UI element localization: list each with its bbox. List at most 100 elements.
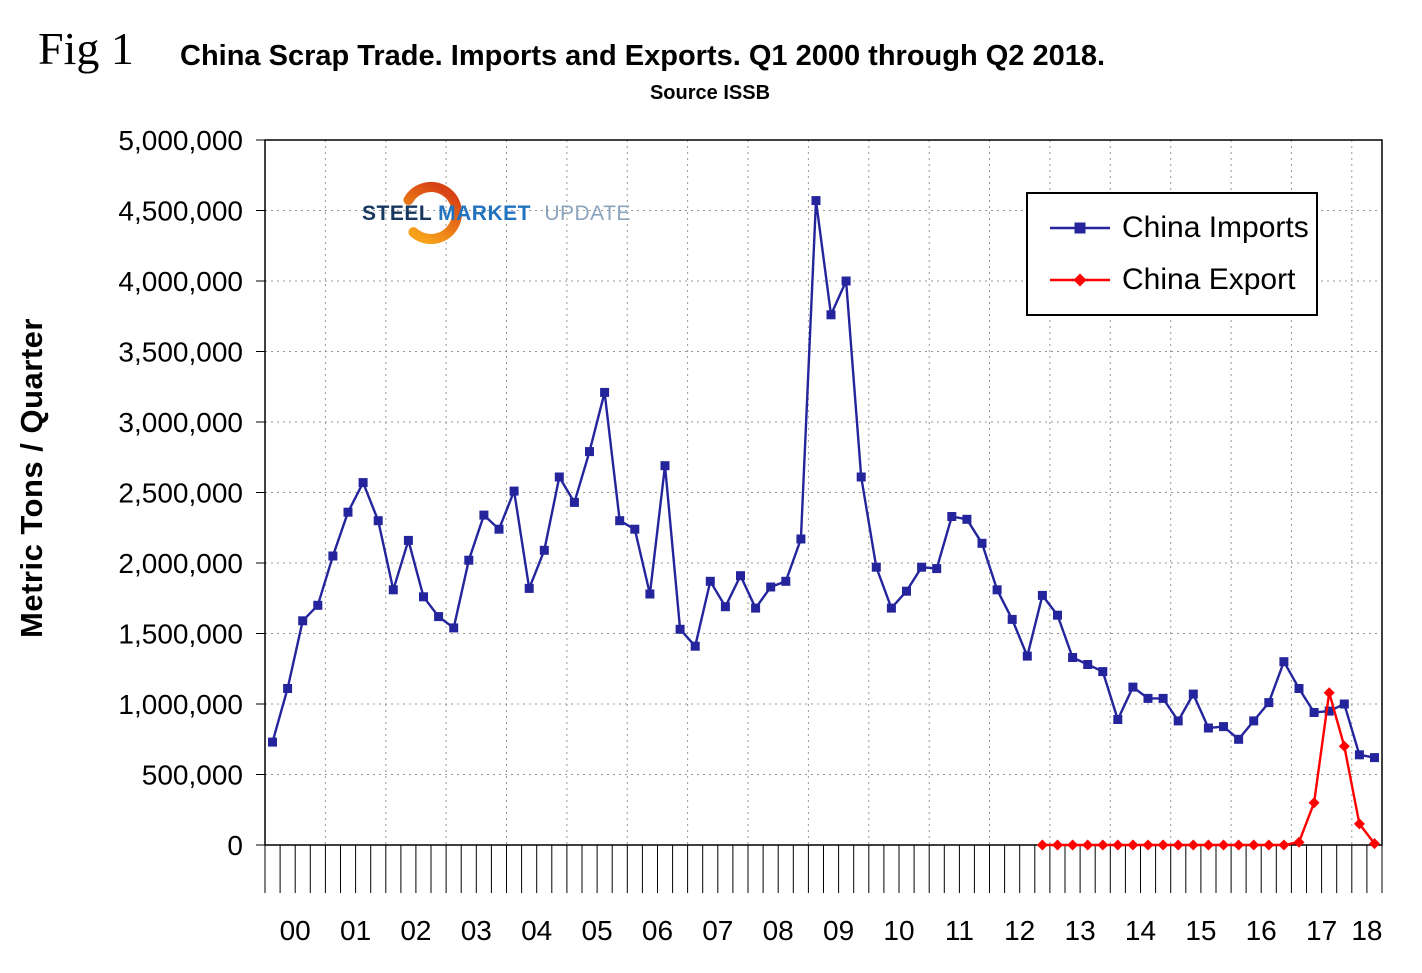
- china-export-point: [1323, 687, 1335, 699]
- legend-label-china-imports: China Imports: [1122, 211, 1309, 245]
- x-year-label: 11: [945, 915, 974, 946]
- x-year-label: 12: [1004, 915, 1035, 946]
- figure-number: Fig 1: [38, 23, 134, 74]
- china-imports-point: [720, 602, 730, 612]
- china-imports-point: [1007, 614, 1017, 624]
- y-tick-label: 1,500,000: [118, 619, 243, 650]
- china-export-point: [1338, 740, 1350, 752]
- china-export-point: [1142, 839, 1154, 851]
- china-imports-point: [434, 612, 444, 622]
- china-imports-point: [539, 545, 549, 555]
- y-tick-label: 1,000,000: [118, 689, 243, 720]
- x-year-label: 09: [823, 915, 854, 946]
- y-tick-label: 500,000: [142, 760, 243, 791]
- china-export-point: [1172, 839, 1184, 851]
- y-tick-label: 0: [227, 830, 243, 861]
- china-imports-point: [826, 310, 836, 320]
- china-imports-point: [494, 524, 504, 534]
- china-export-point: [1293, 836, 1305, 848]
- y-tick-label: 4,000,000: [118, 266, 243, 297]
- china-export-legend-marker-icon: [1050, 273, 1110, 287]
- china-imports-point: [1339, 699, 1349, 709]
- china-imports-point: [675, 624, 685, 634]
- china-imports-point: [509, 486, 519, 496]
- china-imports-point: [283, 684, 293, 693]
- china-imports-point: [856, 472, 866, 482]
- china-imports-point: [1309, 708, 1319, 717]
- china-export-point: [1278, 839, 1290, 851]
- china-imports-point: [1053, 610, 1062, 620]
- plot-border: [264, 139, 1383, 846]
- x-year-label: 10: [883, 915, 914, 946]
- legend-item-china-imports: China Imports: [1048, 211, 1316, 245]
- china-imports-point: [600, 387, 610, 397]
- china-imports-point: [1279, 657, 1289, 667]
- china-export-point: [1052, 839, 1063, 851]
- china-imports-point: [977, 538, 987, 548]
- china-imports-point: [886, 603, 896, 613]
- china-imports-point: [1098, 667, 1108, 677]
- china-imports-point: [902, 586, 911, 596]
- china-imports-point: [871, 562, 881, 572]
- china-imports-point: [1022, 651, 1032, 661]
- china-imports-point: [766, 582, 776, 592]
- china-imports-point: [690, 641, 700, 651]
- china-export-point: [1097, 839, 1109, 851]
- x-year-label: 14: [1125, 915, 1156, 946]
- x-year-label: 01: [340, 915, 371, 946]
- logo-word-update: UPDATE: [544, 202, 631, 225]
- china-export-point: [1248, 839, 1260, 851]
- china-imports-point: [403, 535, 413, 545]
- logo-swoosh-icon: [400, 182, 462, 244]
- china-imports-point: [1113, 715, 1123, 724]
- china-imports-point: [1249, 716, 1259, 726]
- china-imports-point: [1037, 590, 1047, 600]
- china-imports-point: [1354, 750, 1364, 760]
- x-year-label: 02: [400, 915, 431, 946]
- china-export-line: [1042, 692, 1376, 847]
- x-year-label: 08: [763, 915, 794, 946]
- china-imports-point: [268, 737, 277, 747]
- china-imports-point: [328, 551, 338, 561]
- china-imports-point: [917, 562, 927, 572]
- china-export-point: [1263, 839, 1275, 851]
- china-imports-point: [660, 461, 670, 471]
- china-imports-point: [811, 196, 821, 206]
- chart-title: China Scrap Trade. Imports and Exports. …: [180, 40, 1106, 72]
- china-export-point: [1082, 839, 1094, 851]
- china-imports-point: [373, 516, 383, 526]
- china-imports-point: [1324, 706, 1334, 716]
- china-export-point: [1036, 839, 1048, 851]
- china-imports-point: [1370, 753, 1379, 763]
- china-imports-point: [1234, 734, 1244, 744]
- x-year-label: 13: [1065, 915, 1096, 946]
- china-imports-point: [992, 585, 1002, 595]
- logo-word-steel: STEEL: [362, 202, 432, 225]
- x-year-label: 03: [461, 915, 492, 946]
- x-year-label: 00: [280, 915, 311, 946]
- china-imports-point: [705, 576, 715, 586]
- china-imports-point: [1294, 684, 1304, 693]
- x-year-label: 05: [582, 915, 613, 946]
- steel-market-update-logo: STEEL MARKET UPDATE: [362, 180, 632, 246]
- china-export-point: [1157, 839, 1169, 851]
- legend: China Imports China Export: [1026, 192, 1318, 316]
- china-imports-point: [358, 478, 368, 488]
- china-export-point: [1369, 838, 1380, 850]
- china-imports-point: [1188, 689, 1198, 699]
- china-export-point: [1233, 839, 1245, 851]
- x-year-label: 07: [702, 915, 733, 946]
- logo-text: STEEL MARKET UPDATE: [362, 202, 631, 226]
- china-imports-point: [751, 603, 761, 613]
- china-imports-point: [1158, 693, 1168, 703]
- china-imports-point: [1173, 716, 1183, 726]
- china-imports-point: [781, 576, 791, 586]
- y-tick-label: 2,000,000: [118, 548, 243, 579]
- china-imports-point: [1203, 723, 1213, 733]
- china-export-point: [1218, 839, 1229, 851]
- china-imports-point: [736, 571, 745, 581]
- china-imports-point: [449, 623, 459, 633]
- china-imports-point: [419, 592, 428, 602]
- china-export-point: [1067, 839, 1079, 851]
